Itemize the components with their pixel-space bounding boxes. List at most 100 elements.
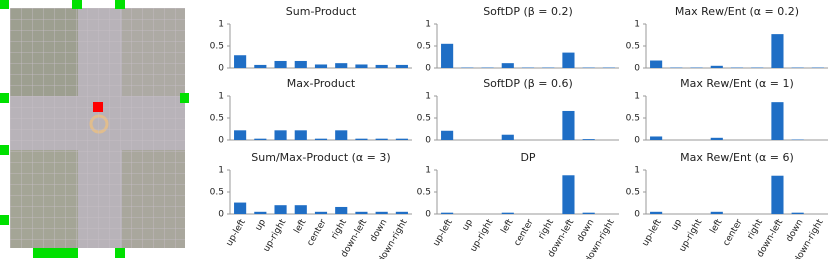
bar: [441, 130, 454, 140]
bar: [791, 212, 804, 214]
bar: [274, 205, 287, 214]
bar: [582, 139, 595, 140]
y-tick-label: 1: [425, 92, 431, 102]
bar: [582, 212, 595, 214]
x-tick-label: right: [537, 217, 556, 241]
x-tick-label: up: [461, 218, 476, 233]
bar: [771, 34, 784, 68]
bar: [355, 64, 368, 68]
y-tick-label: 1: [218, 166, 224, 176]
bar: [501, 134, 514, 140]
chart-title: Sum-Product: [286, 5, 357, 18]
bar: [335, 130, 348, 140]
bar: [355, 211, 368, 214]
bar: [234, 130, 247, 140]
bar: [650, 136, 663, 140]
bar: [771, 175, 784, 214]
bar: [395, 138, 408, 140]
y-tick-label: 0: [634, 210, 640, 220]
y-tick-label: 1: [425, 166, 431, 176]
bar: [294, 130, 307, 140]
bar: [650, 211, 663, 214]
y-tick-label: 0.5: [417, 42, 431, 52]
y-tick-label: 0.5: [626, 188, 640, 198]
y-tick-label: 0.5: [626, 114, 640, 124]
x-tick-label: right: [746, 217, 765, 241]
chart-title: Sum/Max-Product (α = 3): [251, 151, 390, 164]
x-tick-label: center: [513, 218, 536, 248]
bar: [562, 52, 575, 68]
x-tick-label: up-left: [225, 217, 249, 248]
bar: [254, 211, 267, 214]
x-tick-label: down: [369, 218, 390, 244]
chart-title: Max Rew/Ent (α = 1): [680, 77, 794, 90]
y-tick-label: 0.5: [210, 114, 224, 124]
y-tick-label: 1: [425, 20, 431, 30]
y-tick-label: 1: [634, 92, 640, 102]
x-tick-label: up: [254, 218, 269, 233]
bar: [562, 175, 575, 214]
y-tick-label: 0: [425, 210, 431, 220]
bar: [314, 138, 328, 140]
x-tick-label: left: [500, 217, 516, 235]
y-tick-label: 0: [425, 136, 431, 146]
chart-title: Max-Product: [287, 77, 356, 90]
bar: [375, 64, 388, 68]
y-tick-label: 0.5: [210, 42, 224, 52]
y-tick-label: 1: [218, 92, 224, 102]
x-tick-label: up-left: [432, 217, 456, 248]
x-tick-label: left: [293, 217, 309, 235]
bar: [710, 65, 723, 68]
x-tick-label: center: [306, 218, 329, 248]
y-tick-label: 0: [218, 64, 224, 74]
bar: [501, 63, 514, 68]
y-tick-label: 0: [218, 136, 224, 146]
chart-title: SoftDP (β = 0.2): [483, 5, 573, 18]
chart-title: DP: [520, 151, 535, 164]
bar: [375, 211, 388, 214]
bar: [710, 137, 723, 140]
bar: [375, 138, 388, 140]
y-tick-label: 0.5: [210, 188, 224, 198]
y-tick-label: 1: [218, 20, 224, 30]
y-tick-label: 0: [425, 64, 431, 74]
bar: [710, 211, 723, 214]
x-tick-label: right: [330, 217, 349, 241]
x-tick-label: down: [785, 218, 806, 244]
aerial-map: [0, 0, 189, 258]
x-tick-label: left: [709, 217, 725, 235]
y-tick-label: 0: [634, 136, 640, 146]
bar: [441, 212, 454, 214]
bar: [294, 205, 307, 214]
bar: [274, 130, 287, 140]
y-tick-label: 1: [634, 166, 640, 176]
bar: [234, 55, 247, 68]
bar: [335, 206, 348, 214]
x-tick-label: center: [722, 218, 745, 248]
bar: [355, 138, 368, 140]
bar: [501, 212, 514, 214]
bar: [395, 64, 408, 68]
bar: [441, 43, 454, 68]
chart-title: Max Rew/Ent (α = 6): [680, 151, 794, 164]
y-tick-label: 0: [218, 210, 224, 220]
y-tick-label: 0.5: [626, 42, 640, 52]
bar: [314, 64, 328, 68]
bar: [234, 202, 247, 214]
y-tick-label: 0.5: [417, 114, 431, 124]
chart-title: SoftDP (β = 0.6): [483, 77, 573, 90]
bar: [254, 64, 267, 68]
bar: [395, 211, 408, 214]
bar: [314, 211, 328, 214]
bar: [771, 102, 784, 140]
bar: [294, 60, 307, 68]
x-tick-label: up: [670, 218, 685, 233]
bar: [335, 63, 348, 68]
x-tick-label: down: [576, 218, 597, 244]
chart-title: Max Rew/Ent (α = 0.2): [675, 5, 799, 18]
y-tick-label: 0: [634, 64, 640, 74]
bar: [562, 110, 575, 140]
bar: [650, 60, 663, 68]
bar: [254, 138, 267, 140]
